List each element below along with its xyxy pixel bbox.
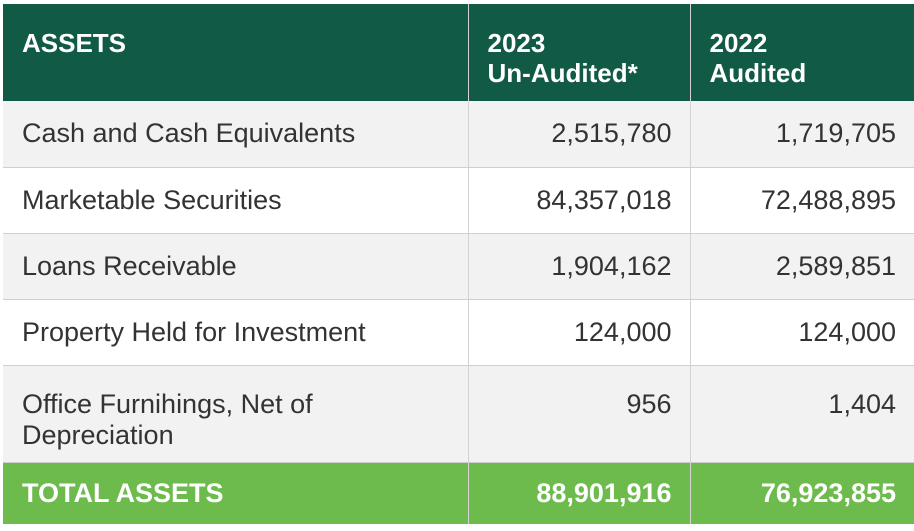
table-row: Property Held for Investment 124,000 124…: [3, 299, 914, 366]
header-2022-status: Audited: [709, 58, 807, 88]
row-value-2023: 2,515,780: [468, 101, 691, 168]
total-value-2022: 76,923,855: [760, 477, 896, 508]
row-value-2023: 124,000: [468, 299, 691, 366]
row-label: Office Furnihings, Net of Depreciation: [3, 365, 469, 463]
header-2023: 2023 Un-Audited*: [468, 4, 691, 101]
table-row: Marketable Securities 84,357,018 72,488,…: [3, 167, 914, 234]
row-value-2023: 84,357,018: [468, 167, 691, 234]
row-label: Cash and Cash Equivalents: [3, 101, 469, 168]
table-row: Loans Receivable 1,904,162 2,589,851: [3, 233, 914, 300]
row-label: Property Held for Investment: [3, 299, 469, 366]
row-label: Marketable Securities: [3, 167, 469, 234]
header-2023-status: Un-Audited*: [487, 58, 638, 88]
row-value-2023: 956: [468, 365, 691, 463]
table-row: Office Furnihings, Net of Depreciation 9…: [3, 365, 914, 463]
total-value-2023: 88,901,916: [468, 462, 691, 524]
header-assets: ASSETS: [3, 4, 469, 101]
row-label: Loans Receivable: [3, 233, 469, 300]
header-2023-year: 2023: [487, 28, 546, 58]
total-label: TOTAL ASSETS: [3, 462, 469, 524]
header-2022: 2022 Audited: [690, 4, 914, 101]
total-row: TOTAL ASSETS 88,901,916 76,923,855: [3, 462, 914, 524]
row-value-2022: 72,488,895: [690, 167, 914, 234]
table-row: Cash and Cash Equivalents 2,515,780 1,71…: [3, 101, 914, 168]
row-value-2022: 124,000: [690, 299, 914, 366]
row-value-2022: 2,589,851: [690, 233, 914, 300]
row-value-2022: 1,719,705: [690, 101, 914, 168]
assets-table: ASSETS 2023 Un-Audited* 2022 Audited Cas…: [3, 4, 914, 524]
header-2022-year: 2022: [709, 28, 768, 58]
row-value-2022: 1,404: [690, 365, 914, 463]
row-value-2023: 1,904,162: [468, 233, 691, 300]
header-row: ASSETS 2023 Un-Audited* 2022 Audited: [3, 4, 914, 101]
